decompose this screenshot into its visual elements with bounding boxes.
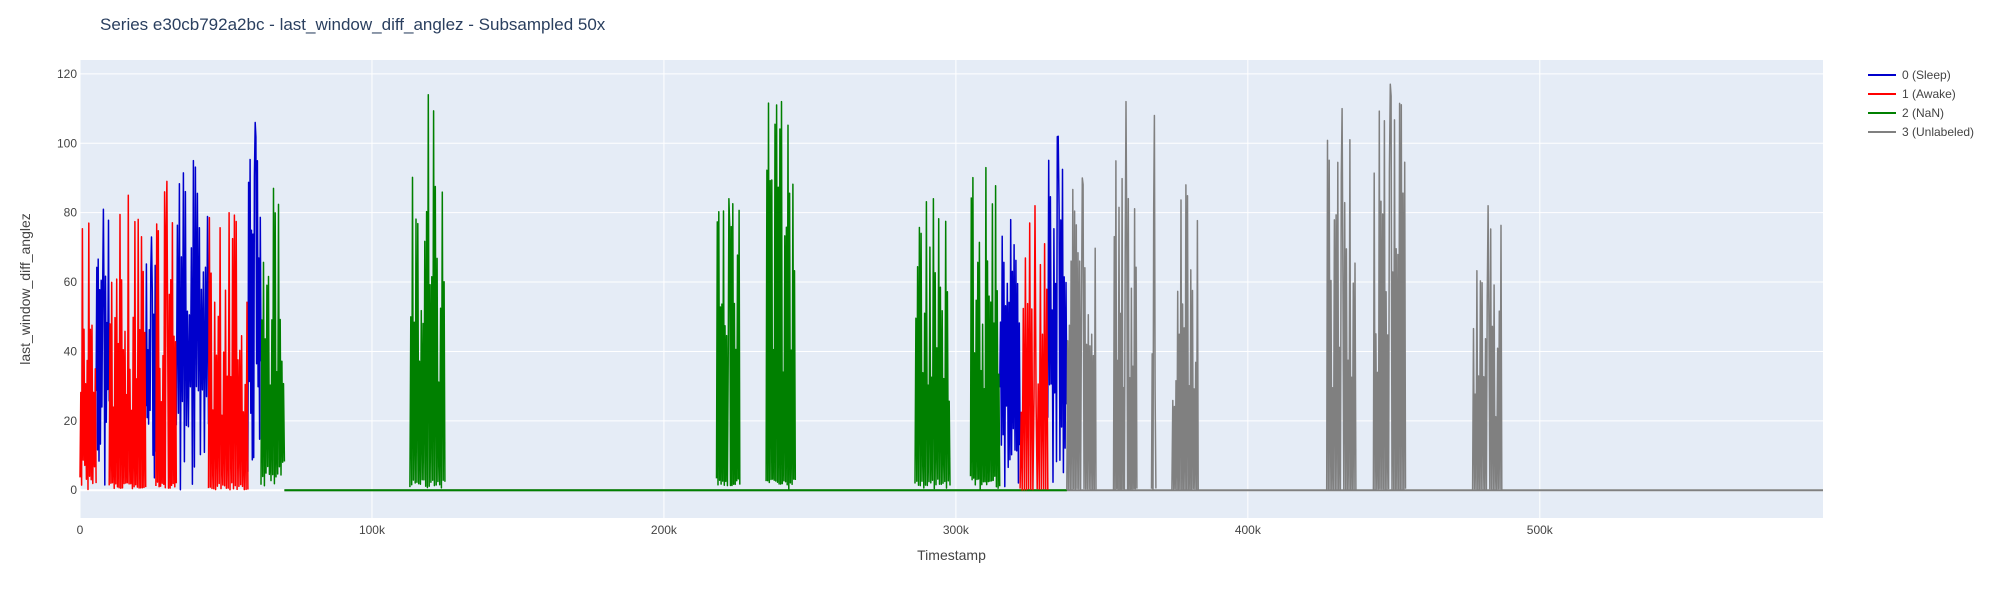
series-segment [95, 208, 110, 486]
x-tick-label: 100k [359, 523, 386, 537]
series-segment [1150, 114, 1157, 491]
series-segment [1047, 135, 1068, 483]
series-segment [247, 121, 262, 472]
series-segment [1066, 177, 1097, 491]
series-segment [260, 187, 286, 487]
y-axis: 0 20 40 60 80 100 120 [57, 67, 77, 497]
x-tick-label: 200k [651, 523, 678, 537]
series-segment [108, 194, 147, 490]
legend-entry[interactable]: 2 (NaN) [1902, 106, 1944, 120]
series-segment [1171, 184, 1199, 491]
series-line [95, 121, 1068, 491]
y-tick-label: 20 [64, 414, 78, 428]
y-tick-label: 40 [64, 344, 78, 358]
series-segment [765, 100, 797, 491]
series-segment [409, 93, 446, 489]
x-tick-label: 500k [1527, 523, 1554, 537]
series-line [260, 93, 1001, 491]
y-axis-title: last_window_diff_anglez [17, 213, 33, 365]
x-axis-title: Timestamp [917, 547, 986, 563]
legend: 0 (Sleep) 1 (Awake) 2 (NaN) 3 (Unlabeled) [1868, 68, 1974, 139]
series-segment [144, 236, 157, 479]
chart-title: Series e30cb792a2bc - last_window_diff_a… [100, 15, 606, 34]
series-segment [207, 211, 249, 491]
x-tick-label: 400k [1235, 523, 1262, 537]
y-tick-label: 80 [64, 206, 78, 220]
y-tick-label: 120 [57, 67, 77, 81]
series-segment [79, 222, 97, 491]
series-line [79, 180, 1049, 491]
y-tick-label: 0 [70, 483, 77, 497]
y-tick-label: 100 [57, 136, 77, 150]
legend-entry[interactable]: 0 (Sleep) [1902, 68, 1951, 82]
series-segment [1325, 107, 1357, 491]
series-segment [998, 218, 1021, 488]
series-line [1066, 83, 1503, 491]
series-segment [1112, 100, 1138, 491]
series-segment [969, 166, 1001, 491]
x-tick-label: 0 [77, 523, 84, 537]
legend-entry[interactable]: 1 (Awake) [1902, 87, 1956, 101]
legend-entry[interactable]: 3 (Unlabeled) [1902, 125, 1974, 139]
x-axis: 0 100k 200k 300k 400k 500k [77, 523, 1554, 537]
y-tick-label: 60 [64, 275, 78, 289]
series-segment [175, 159, 210, 491]
series-segment [155, 180, 178, 489]
x-tick-label: 300k [943, 523, 970, 537]
series-layer [79, 83, 1823, 492]
series-segment [715, 198, 741, 487]
series-segment [1372, 83, 1407, 491]
series-segment [1471, 204, 1503, 491]
series-segment [1019, 204, 1049, 491]
plot-area[interactable] [80, 60, 1823, 518]
series-segment [914, 198, 951, 490]
